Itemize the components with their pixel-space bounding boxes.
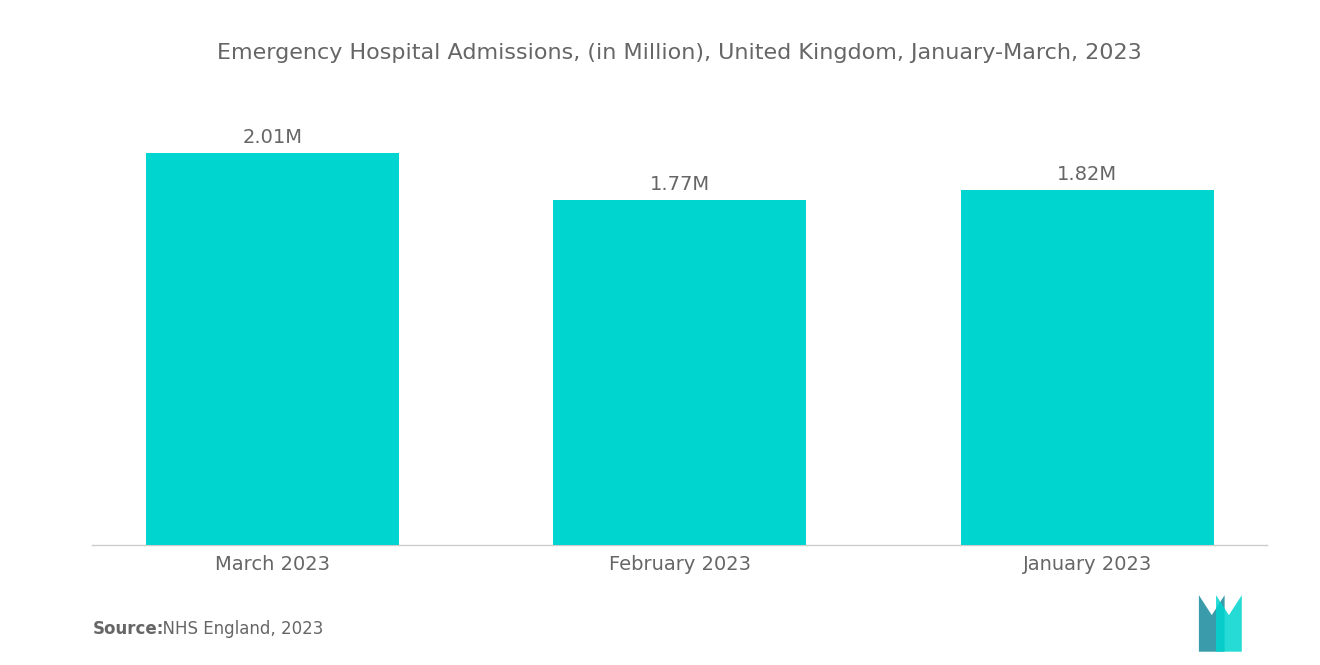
Text: 1.77M: 1.77M	[649, 175, 710, 194]
Text: NHS England, 2023: NHS England, 2023	[152, 620, 323, 638]
Bar	[145, 153, 399, 545]
Bar	[553, 200, 807, 545]
Polygon shape	[1199, 595, 1225, 652]
Text: 2.01M: 2.01M	[242, 128, 302, 147]
Title: Emergency Hospital Admissions, (in Million), United Kingdom, January-March, 2023: Emergency Hospital Admissions, (in Milli…	[218, 43, 1142, 63]
Bar	[961, 190, 1214, 545]
Text: 1.82M: 1.82M	[1057, 165, 1118, 184]
Polygon shape	[1216, 595, 1242, 652]
Text: Source:: Source:	[92, 620, 164, 638]
